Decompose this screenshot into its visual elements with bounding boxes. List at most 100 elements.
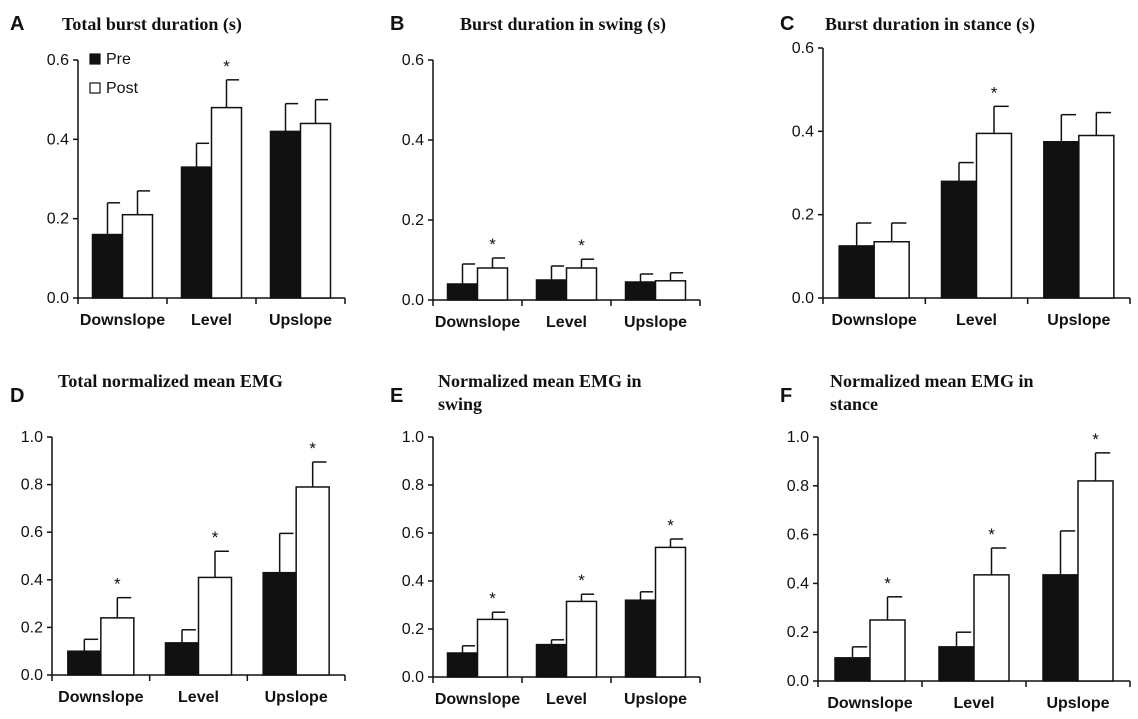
bar-pre — [446, 283, 479, 301]
legend: Pre Post — [89, 51, 139, 97]
y-tick-label: 0.2 — [402, 621, 424, 638]
bar-post — [565, 600, 598, 678]
panel-a: A Total burst duration (s) 0.0 0.2 0.4 0.6 Dow… — [10, 13, 346, 329]
x-category-label: Downslope — [435, 691, 520, 708]
panel-title: Normalized mean EMG in — [830, 371, 1033, 391]
legend-label-post: Post — [106, 80, 139, 97]
bar-pre — [67, 650, 102, 676]
y-tick-label: 0.4 — [21, 572, 43, 589]
x-category-label: Level — [956, 312, 997, 329]
y-tick-label: 0.2 — [787, 624, 809, 641]
panel-label: E — [390, 385, 403, 407]
panel-label: F — [780, 385, 792, 407]
bar-post — [121, 213, 154, 299]
y-tick-label: 1.0 — [402, 429, 424, 446]
y-tick-label: 0.8 — [21, 477, 43, 494]
panel-title: Burst duration in swing (s) — [460, 14, 666, 35]
panel-title: Burst duration in stance (s) — [825, 14, 1035, 35]
legend-swatch-pre — [89, 53, 101, 65]
significance-marker: * — [884, 574, 891, 593]
y-tick-label: 0.2 — [792, 207, 814, 224]
bar-pre — [834, 657, 871, 682]
bar-post — [100, 617, 135, 676]
x-category-label: Level — [954, 695, 995, 712]
y-tick-label: 0.4 — [402, 573, 424, 590]
y-tick-label: 0.6 — [47, 52, 69, 69]
x-category-label: Level — [546, 691, 587, 708]
bar-post — [476, 267, 509, 301]
significance-marker: * — [309, 439, 316, 458]
x-category-label: Upslope — [1046, 695, 1109, 712]
bar-post — [1078, 134, 1115, 299]
bar-post — [654, 546, 687, 678]
bar-pre — [535, 643, 568, 678]
bar-pre — [838, 245, 875, 299]
bar-post — [210, 106, 243, 299]
bar-pre — [940, 180, 978, 299]
significance-marker: * — [212, 528, 219, 547]
bar-post — [299, 122, 332, 299]
panel-label: C — [780, 13, 794, 35]
significance-marker: * — [578, 571, 585, 590]
bar-pre — [1043, 141, 1080, 299]
x-category-label: Downslope — [831, 312, 916, 329]
x-category-label: Downslope — [827, 695, 912, 712]
bar-pre — [164, 642, 200, 676]
panel-e: E Normalized mean EMG in swing 0.0 0.2 0.4 0.6… — [390, 371, 701, 708]
bar-pre — [446, 652, 479, 678]
bar-post — [565, 267, 598, 301]
y-tick-label: 1.0 — [21, 429, 43, 446]
significance-marker: * — [578, 236, 585, 255]
y-tick-label: 0.8 — [402, 477, 424, 494]
x-category-label: Upslope — [624, 314, 687, 331]
y-tick-label: 0.0 — [47, 290, 69, 307]
y-tick-label: 0.8 — [787, 478, 809, 495]
legend-label-pre: Pre — [106, 51, 131, 68]
y-tick-label: 0.6 — [402, 52, 424, 69]
y-tick-label: 0.2 — [402, 212, 424, 229]
panel-label: B — [390, 13, 404, 35]
y-tick-label: 0.4 — [787, 575, 809, 592]
y-tick-label: 0.6 — [21, 524, 43, 541]
panel-b: B Burst duration in swing (s) 0.0 0.2 0.4 0.6… — [390, 13, 701, 331]
bar-pre — [535, 279, 568, 301]
x-category-label: Upslope — [265, 689, 328, 706]
y-tick-label: 0.4 — [792, 123, 814, 140]
bar-post — [975, 132, 1013, 299]
panel-title: stance — [830, 394, 878, 414]
significance-marker: * — [1092, 430, 1099, 449]
panel-d: D Total normalized mean EMG 0.0 0.2 0.4 0.6 0.… — [10, 371, 346, 706]
y-tick-label: 0.2 — [21, 619, 43, 636]
panel-c: C Burst duration in stance (s) 0.0 0.2 0.4 0.… — [780, 13, 1131, 329]
bar-post — [197, 576, 233, 676]
bar-post — [476, 618, 509, 678]
bar-post — [869, 619, 906, 682]
significance-marker: * — [489, 589, 496, 608]
significance-marker: * — [489, 235, 496, 254]
y-tick-label: 1.0 — [787, 429, 809, 446]
legend-swatch-post — [89, 82, 101, 94]
x-category-label: Level — [546, 314, 587, 331]
panel-label: A — [10, 13, 24, 35]
x-category-label: Downslope — [80, 312, 165, 329]
significance-marker: * — [667, 516, 674, 535]
panel-f: F Normalized mean EMG in stance 0.0 0.2 0.4 0.… — [780, 371, 1131, 712]
panel-title: swing — [438, 394, 482, 414]
significance-marker: * — [988, 525, 995, 544]
significance-marker: * — [991, 83, 998, 102]
y-tick-label: 0.0 — [21, 667, 43, 684]
panel-title: Total burst duration (s) — [62, 14, 242, 35]
y-tick-label: 0.2 — [47, 211, 69, 228]
x-category-label: Level — [178, 689, 219, 706]
x-category-label: Level — [191, 312, 232, 329]
significance-marker: * — [114, 575, 121, 594]
bar-pre — [624, 599, 657, 678]
bar-post — [1077, 480, 1114, 682]
y-tick-label: 0.6 — [402, 525, 424, 542]
panel-label: D — [10, 385, 24, 407]
x-category-label: Upslope — [269, 312, 332, 329]
y-tick-label: 0.0 — [402, 292, 424, 309]
panel-title: Total normalized mean EMG — [58, 371, 283, 391]
x-category-label: Upslope — [624, 691, 687, 708]
